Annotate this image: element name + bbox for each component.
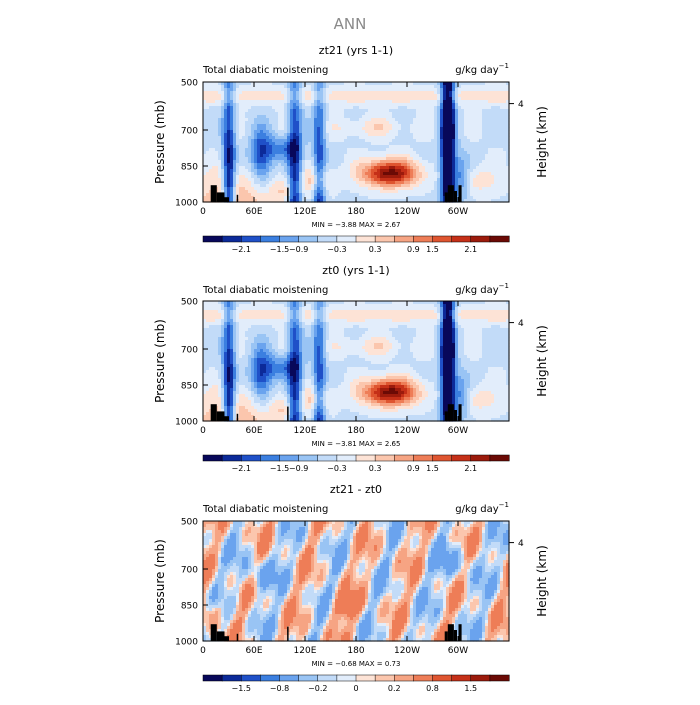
y-axis-right-label: Height (km)	[535, 106, 549, 177]
x-tick-label: 60W	[448, 207, 468, 217]
colorbar-tick-label: −0.9	[289, 245, 308, 254]
colorbar: −2.1 −1.5−0.9 −0.3 0.3 0.9 1.5 2.1	[203, 236, 509, 254]
panel-1: zt0 (yrs 1-1) Total diabatic moistening …	[153, 264, 549, 473]
panel-units-label: g/kg day−1	[455, 62, 509, 76]
y-axis-label: Pressure (mb)	[153, 100, 167, 184]
panel-left-subtitle: Total diabatic moistening	[202, 65, 328, 76]
colorbar-swatch	[203, 236, 222, 242]
colorbar-swatch	[490, 236, 509, 242]
topography-mask	[211, 185, 217, 202]
y-axis-right: 4	[509, 100, 524, 110]
colorbar-tick-label: −0.3	[327, 245, 346, 254]
colorbar-tick-label: 1.5	[426, 245, 439, 254]
colorbar-swatch	[375, 236, 394, 242]
panel-title: zt21 (yrs 1-1)	[319, 44, 393, 57]
colorbar-swatch	[337, 236, 356, 242]
colorbar-swatch	[241, 236, 260, 242]
colorbar-swatch	[260, 236, 279, 242]
topography-mask	[217, 192, 225, 202]
y-tick-label: 1000	[175, 199, 198, 209]
panel-left-subtitle: Total diabatic moistening	[202, 285, 328, 296]
figure-supertitle: ANN	[334, 15, 367, 33]
heatmap-plot	[203, 82, 510, 203]
colorbar-swatch	[299, 236, 318, 242]
colorbar-tick-label: 0.3	[369, 245, 382, 254]
colorbar-swatch	[222, 236, 241, 242]
y-tick-label: 500	[181, 79, 198, 89]
y-tick-label: 700	[181, 127, 198, 137]
topography-mask	[445, 192, 448, 202]
colorbar-swatch	[471, 236, 490, 242]
colorbar-tick-label: −1.5	[270, 245, 289, 254]
heatmap-plot	[203, 301, 510, 422]
y-tick-label: 850	[181, 163, 198, 173]
colorbar-swatch	[433, 236, 452, 242]
topography-mask	[448, 185, 454, 202]
colorbar-tick-label: −2.1	[232, 245, 251, 254]
topography-mask	[237, 195, 239, 203]
colorbar-swatch	[452, 236, 471, 242]
colorbar-tick-label: 0.9	[407, 245, 420, 254]
colorbar-swatch	[318, 236, 337, 242]
x-tick-label: 120W	[394, 207, 420, 217]
colorbar-swatch	[280, 236, 299, 242]
panel-0: zt21 (yrs 1-1) Total diabatic moistening…	[153, 44, 549, 254]
x-tick-label: 0	[200, 207, 206, 217]
topography-mask	[287, 188, 289, 203]
topography-mask	[454, 191, 457, 203]
panel-units-label: g/kg day−1	[455, 282, 509, 296]
y-right-tick-label: 4	[518, 100, 524, 110]
colorbar-swatch	[356, 236, 375, 242]
colorbar-tick-label: 2.1	[464, 245, 477, 254]
colorbar-swatch	[413, 236, 432, 242]
colorbar-swatch	[394, 236, 413, 242]
x-tick-label: 120E	[294, 207, 317, 217]
topography-mask	[459, 185, 462, 202]
min-max-readout: MIN = −3.88 MAX = 2.67	[312, 221, 401, 229]
panel-title: zt0 (yrs 1-1)	[322, 264, 389, 277]
x-tick-label: 180	[347, 207, 364, 217]
x-tick-label: 60E	[245, 207, 262, 217]
